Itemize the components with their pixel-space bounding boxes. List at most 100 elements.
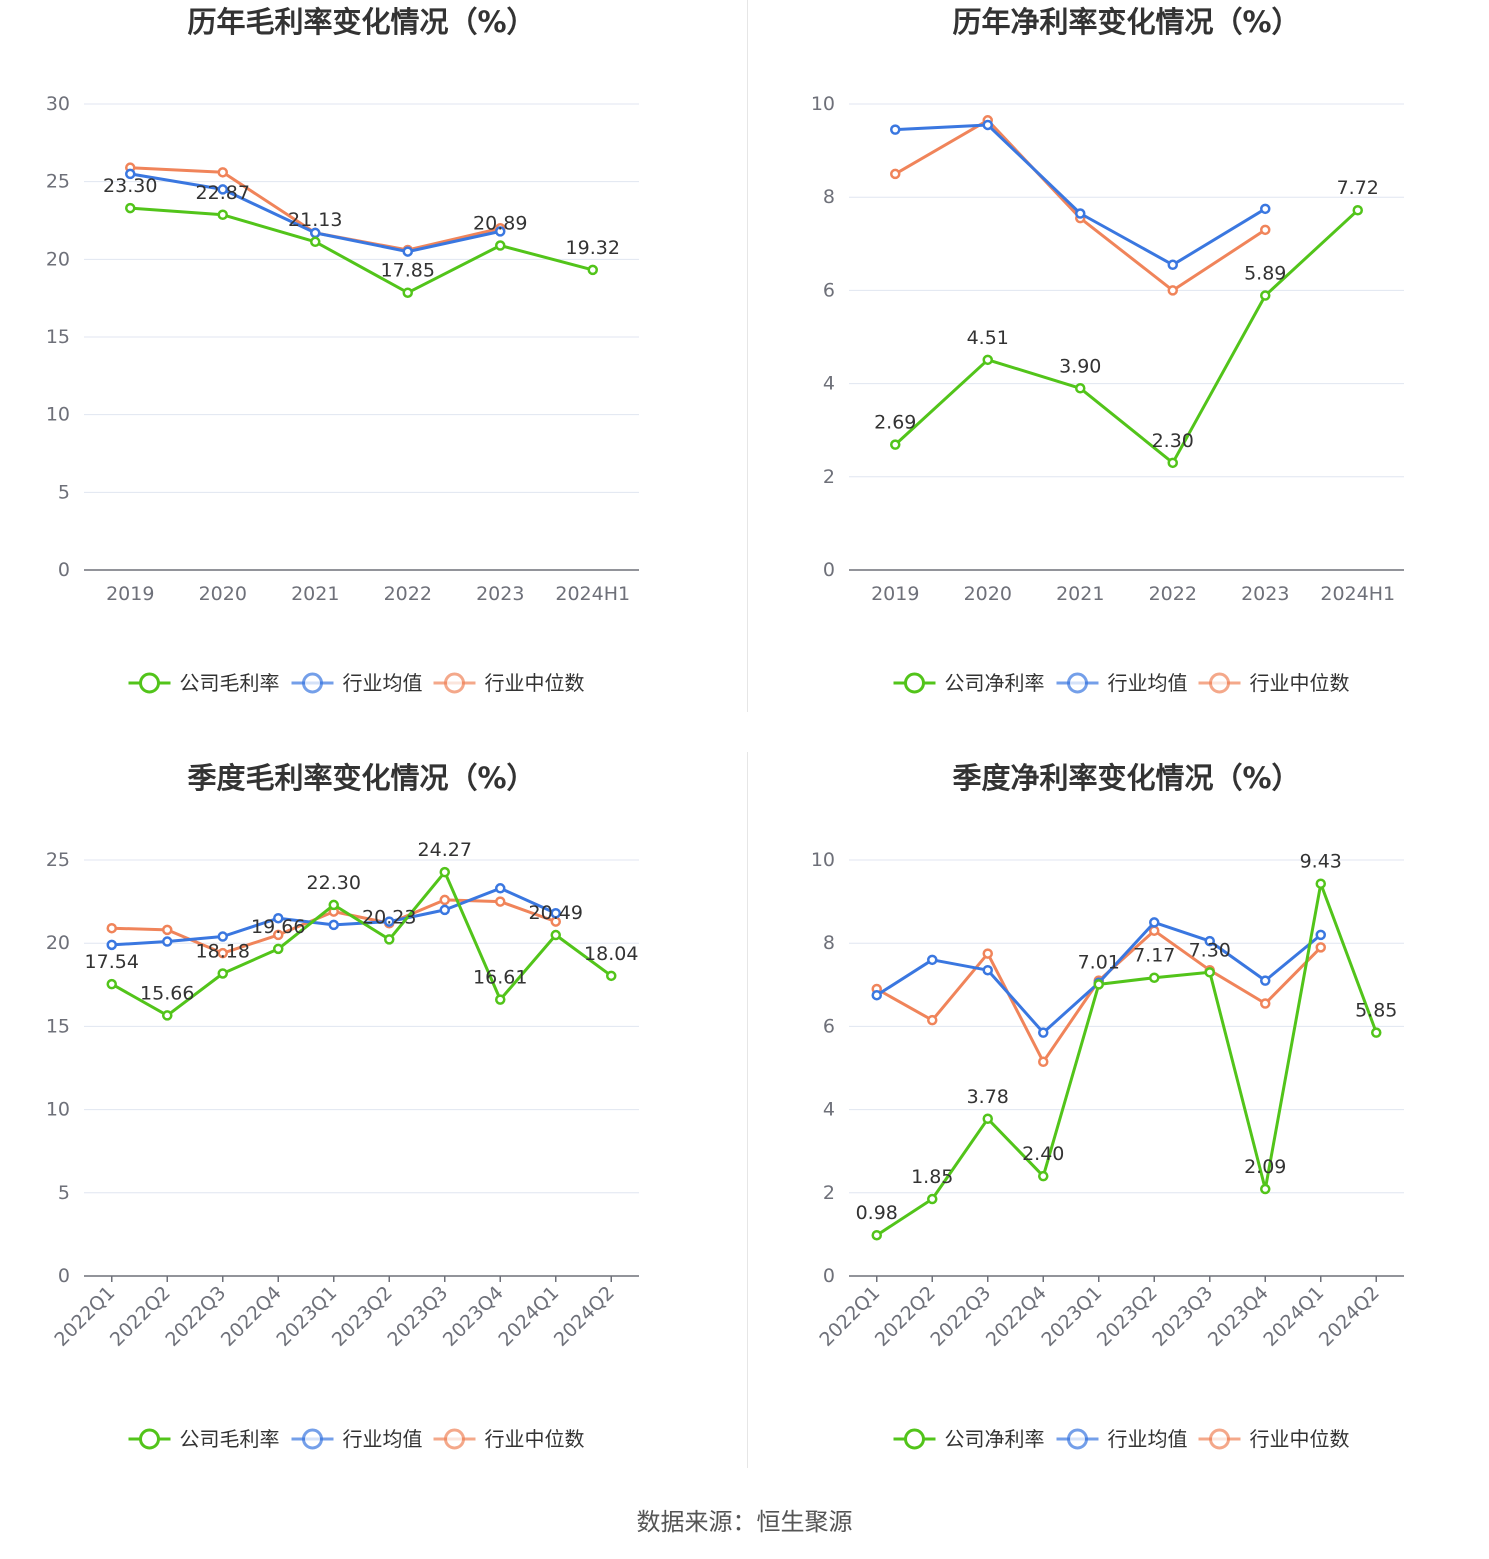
data-point [927, 1014, 938, 1026]
data-point [495, 994, 506, 1005]
x-tick-label: 2023Q1 [1037, 1282, 1106, 1351]
x-tick-label: 2022Q2 [106, 1282, 175, 1351]
data-label: 21.13 [288, 209, 342, 231]
data-label: 0.98 [856, 1202, 898, 1224]
data-point [495, 896, 506, 907]
data-point [1260, 975, 1271, 986]
data-point [495, 240, 506, 251]
x-tick-label: 2023Q2 [328, 1282, 397, 1351]
chart-title: 季度毛利率变化情况（%） [187, 761, 535, 795]
data-point [1315, 878, 1326, 889]
chart-svg-3: 季度净利率变化情况（%）02468102022Q12022Q22022Q3202… [811, 761, 1404, 1451]
y-tick-label: 8 [823, 932, 835, 954]
series-line-1 [895, 123, 1267, 267]
y-tick-label: 0 [823, 1265, 835, 1287]
x-tick-label: 2020 [199, 583, 247, 605]
x-tick-label: 2021 [291, 583, 339, 605]
data-label: 22.30 [307, 872, 361, 894]
data-point [550, 929, 561, 941]
chart-annual-net-margin: 历年净利率变化情况（%） 0 2 4 6 8 10 2019 2020 2021 2022 2023 2… [745, 0, 1489, 720]
legend-marker [904, 1428, 925, 1450]
y-tick-label: 10 [811, 93, 835, 115]
data-point [871, 989, 882, 1001]
data-point [402, 287, 413, 298]
data-point [217, 947, 228, 959]
data-point [495, 226, 506, 237]
data-point [1093, 979, 1104, 990]
y-tick-label: 10 [46, 404, 70, 426]
series-line-0 [875, 882, 1378, 1237]
data-label: 17.85 [381, 260, 435, 282]
data-label: 2.09 [1244, 1156, 1286, 1178]
y-tick-label: 15 [46, 326, 70, 348]
data-label: 9.43 [1300, 851, 1342, 873]
series-line-2 [894, 118, 1267, 292]
data-label: 2.69 [874, 412, 916, 434]
chart-group-0: 历年毛利率变化情况（%） 0 5 10 15 20 25 30 2019 2020 2021 2022… [46, 5, 639, 695]
data-point [1260, 203, 1271, 215]
data-point [1315, 929, 1326, 941]
data-point [273, 943, 284, 955]
data-point [890, 124, 901, 135]
legend-label: 行业中位数 [1250, 1427, 1350, 1451]
data-point [927, 954, 938, 966]
data-point [1167, 285, 1178, 296]
data-label: 19.32 [566, 237, 620, 259]
data-point [890, 168, 901, 180]
y-tick-label: 25 [46, 171, 70, 193]
x-tick-label: 2022Q3 [926, 1282, 995, 1351]
x-tick-label: 2024H1 [555, 583, 630, 605]
legend-label: 公司净利率 [945, 671, 1045, 695]
data-point [1149, 925, 1160, 936]
data-point [1149, 917, 1160, 928]
x-tick-label: 2023Q1 [272, 1282, 341, 1351]
legend-label: 行业均值 [343, 671, 423, 695]
x-tick-label: 2023Q4 [439, 1282, 508, 1351]
x-tick-label: 2022 [1149, 583, 1197, 605]
data-point [495, 883, 506, 894]
chart-title: 历年净利率变化情况（%） [952, 5, 1300, 39]
chart-svg-0: 历年毛利率变化情况（%） 0 5 10 15 20 25 30 2019 2020 2021 2022… [46, 5, 639, 695]
x-tick-label: 2022Q4 [982, 1282, 1051, 1351]
data-point [1038, 1170, 1049, 1182]
data-point [982, 354, 993, 366]
legend-marker [1209, 1428, 1230, 1450]
data-label: 3.90 [1059, 355, 1101, 377]
x-tick-label: 2023Q4 [1204, 1282, 1273, 1351]
legend-marker [1067, 1428, 1088, 1450]
x-tick-label: 2023Q2 [1093, 1282, 1162, 1351]
data-point [162, 924, 173, 936]
legend-marker [139, 672, 160, 694]
legend-marker [302, 672, 323, 694]
x-tick-label: 2024H1 [1320, 583, 1395, 605]
series-line-0 [111, 870, 613, 1017]
divider-bottom [747, 752, 748, 1468]
data-point [439, 894, 450, 906]
x-tick-label: 2024Q1 [1259, 1282, 1328, 1351]
divider-top [747, 0, 748, 712]
legend-marker [904, 672, 925, 694]
x-tick-label: 2022Q3 [161, 1282, 230, 1351]
data-point [927, 1193, 938, 1205]
data-point [982, 964, 993, 976]
data-point [1260, 224, 1271, 236]
data-point [217, 931, 228, 942]
chart-group-1: 历年净利率变化情况（%） 0 2 4 6 8 10 2019 2020 2021 2022 2023 2… [811, 5, 1404, 695]
data-point [982, 1113, 993, 1125]
data-label: 2.30 [1152, 430, 1194, 452]
y-tick-label: 8 [823, 186, 835, 208]
y-tick-label: 0 [58, 559, 70, 581]
y-tick-label: 4 [823, 1099, 835, 1121]
x-tick-label: 2019 [106, 583, 154, 605]
data-point [310, 236, 321, 248]
legend-marker [1067, 672, 1088, 694]
data-point [439, 904, 450, 916]
data-point [439, 866, 450, 878]
y-tick-label: 10 [811, 849, 835, 871]
legend-marker [444, 672, 465, 694]
data-point [328, 919, 339, 931]
data-point [106, 922, 117, 934]
data-source: 数据来源：恒生聚源 [636, 1508, 853, 1536]
y-tick-label: 4 [823, 373, 835, 395]
y-tick-label: 0 [58, 1265, 70, 1287]
